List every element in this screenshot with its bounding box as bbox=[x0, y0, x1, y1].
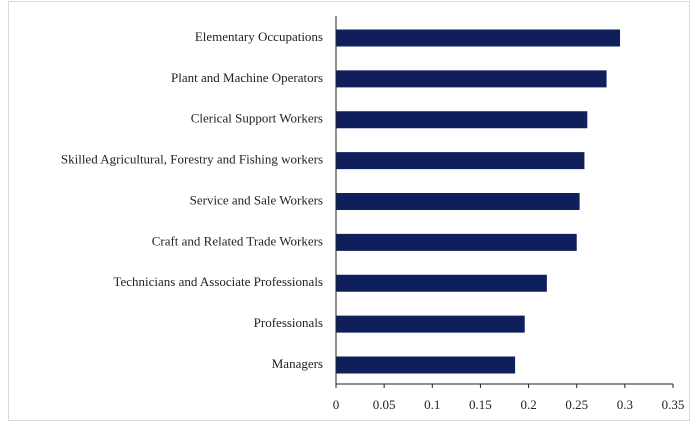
y-tick-label: Plant and Machine Operators bbox=[171, 70, 323, 85]
bar bbox=[336, 193, 580, 210]
bar bbox=[336, 70, 607, 88]
x-tick-label: 0.3 bbox=[617, 397, 633, 412]
y-tick-label: Skilled Agricultural, Forestry and Fishi… bbox=[61, 152, 323, 167]
bar bbox=[336, 315, 525, 333]
x-tick-label: 0.2 bbox=[520, 397, 536, 412]
x-tick-label: 0.1 bbox=[424, 397, 440, 412]
x-tick-label: 0 bbox=[333, 397, 340, 412]
bar bbox=[336, 233, 577, 251]
bar bbox=[336, 152, 585, 170]
y-tick-label: Professionals bbox=[254, 315, 323, 330]
y-tick-label: Clerical Support Workers bbox=[191, 111, 323, 126]
x-tick-label: 0.05 bbox=[373, 397, 396, 412]
bar bbox=[336, 274, 547, 292]
x-tick-label: 0.35 bbox=[662, 397, 685, 412]
y-tick-label: Craft and Related Trade Workers bbox=[152, 233, 323, 248]
x-tick-label: 0.15 bbox=[469, 397, 492, 412]
y-tick-label: Service and Sale Workers bbox=[190, 192, 323, 207]
bar bbox=[336, 29, 621, 47]
y-tick-label: Elementary Occupations bbox=[195, 29, 323, 44]
bar bbox=[336, 111, 588, 129]
y-tick-label: Technicians and Associate Professionals bbox=[113, 274, 323, 289]
chart-frame bbox=[8, 1, 690, 421]
bar bbox=[336, 356, 516, 374]
x-tick-label: 0.25 bbox=[565, 397, 588, 412]
y-tick-label: Managers bbox=[272, 356, 323, 371]
